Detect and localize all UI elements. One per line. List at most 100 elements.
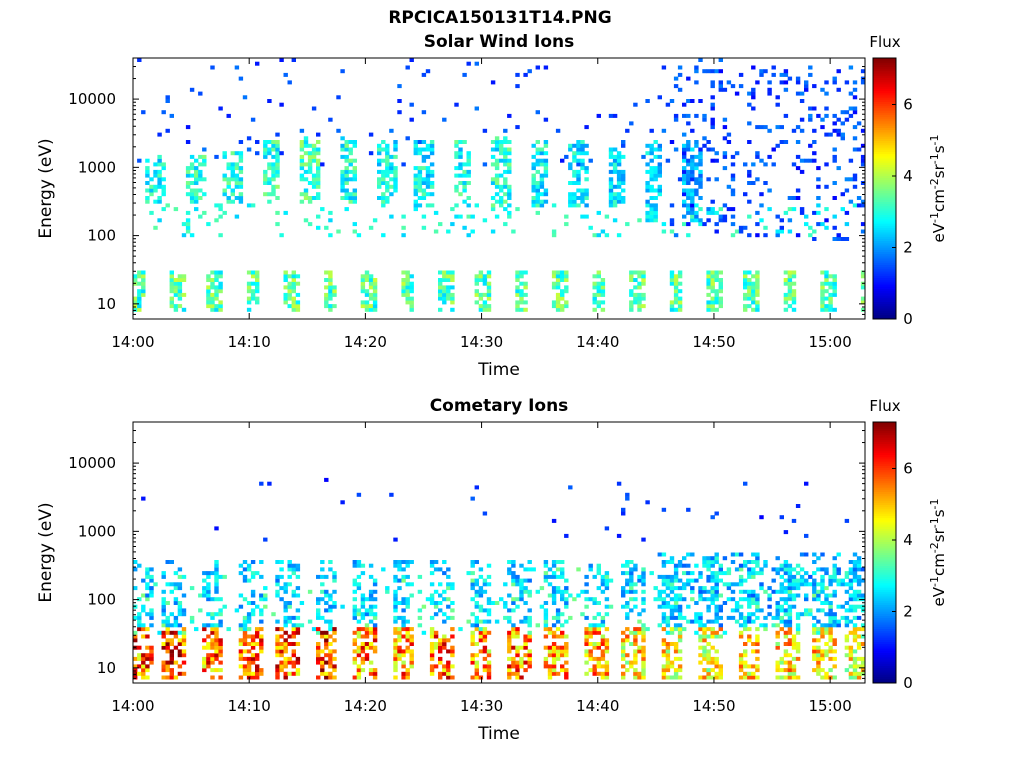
heatmap-cell [710, 274, 715, 279]
heatmap-cell [657, 162, 662, 167]
heatmap-cell [324, 630, 329, 635]
heatmap-cell [596, 627, 601, 632]
heatmap-cell [214, 627, 219, 632]
heatmap-cell [194, 181, 199, 185]
heatmap-cell [751, 87, 756, 92]
heatmap-cell [580, 199, 585, 204]
heatmap-cell [470, 586, 475, 591]
heatmap-cell [852, 80, 858, 85]
heatmap-cell [555, 645, 561, 650]
heatmap-cell [401, 664, 406, 669]
heatmap-cell [673, 645, 679, 650]
heatmap-cell [820, 552, 825, 557]
colorbar-step [873, 513, 896, 516]
heatmap-cell [405, 649, 410, 654]
heatmap-cell [560, 612, 565, 617]
heatmap-cell [478, 278, 484, 282]
heatmap-cell [649, 214, 654, 219]
heatmap-cell [381, 140, 386, 144]
heatmap-cell [352, 560, 357, 564]
heatmap-cell [307, 162, 313, 167]
heatmap-cell [511, 630, 516, 635]
heatmap-cell [141, 604, 146, 609]
heatmap-cell [706, 281, 711, 286]
heatmap-cell [242, 642, 248, 646]
heatmap-cell [787, 638, 793, 643]
heatmap-cell [157, 177, 162, 182]
heatmap-cell [462, 169, 467, 174]
heatmap-cell [738, 675, 744, 680]
heatmap-cell [413, 181, 418, 185]
heatmap-cell [673, 307, 679, 312]
colorbar-step [873, 422, 896, 425]
heatmap-cell [661, 582, 667, 587]
heatmap-cell [393, 660, 398, 665]
heatmap-cell [429, 597, 435, 602]
heatmap-cell [738, 72, 744, 77]
heatmap-cell [133, 307, 138, 312]
heatmap-cell [714, 222, 719, 227]
heatmap-cell [645, 188, 650, 193]
heatmap-cell [401, 623, 406, 628]
heatmap-cell [242, 578, 248, 583]
heatmap-cell [482, 645, 488, 650]
heatmap-cell [218, 274, 223, 279]
heatmap-cell [706, 574, 711, 579]
heatmap-cell [539, 181, 545, 185]
heatmap-cell [381, 196, 386, 200]
heatmap-cell [332, 571, 337, 576]
heatmap-cell [824, 274, 829, 279]
heatmap-cell [246, 563, 252, 568]
heatmap-cell [555, 619, 561, 624]
heatmap-cell [397, 601, 402, 605]
heatmap-cell [177, 567, 183, 572]
heatmap-cell [417, 615, 423, 620]
heatmap-cell [555, 627, 561, 632]
heatmap-cell [173, 630, 179, 635]
heatmap-cell [547, 593, 553, 598]
heatmap-cell [763, 69, 768, 74]
heatmap-cell [458, 214, 463, 219]
heatmap-cell [824, 653, 829, 658]
heatmap-cell [177, 630, 183, 635]
heatmap-cell [820, 623, 825, 628]
heatmap-cell [393, 169, 398, 174]
heatmap-cell [470, 563, 475, 568]
heatmap-cell [604, 612, 610, 617]
heatmap-cell [677, 586, 683, 591]
heatmap-cell [816, 210, 821, 215]
heatmap-cell [401, 567, 406, 572]
heatmap-cell [787, 289, 793, 294]
heatmap-cell [612, 166, 618, 171]
heatmap-cell [812, 210, 817, 215]
heatmap-cell [702, 143, 707, 148]
heatmap-cell [840, 136, 845, 141]
heatmap-cell [860, 69, 866, 74]
heatmap-cell [690, 128, 695, 133]
heatmap-cell [629, 578, 634, 583]
heatmap-cell [677, 630, 683, 635]
heatmap-cell [307, 199, 313, 204]
heatmap-cell [795, 630, 801, 635]
heatmap-cell [755, 604, 760, 609]
heatmap-cell [718, 615, 723, 620]
heatmap-cell [860, 80, 866, 85]
heatmap-cell [519, 578, 524, 583]
heatmap-cell [360, 597, 366, 602]
heatmap-cell [421, 177, 427, 182]
heatmap-cell [141, 496, 146, 501]
heatmap-cell [779, 619, 784, 624]
heatmap-cell [621, 589, 626, 594]
heatmap-cell [832, 278, 837, 282]
heatmap-cell [743, 627, 748, 632]
heatmap-cell [645, 500, 650, 505]
heatmap-cell [755, 642, 760, 646]
heatmap-cell [352, 608, 357, 613]
heatmap-cell [214, 578, 219, 583]
heatmap-cell [515, 668, 520, 673]
colorbar-step [873, 123, 896, 126]
heatmap-cell [482, 578, 488, 583]
heatmap-cell [165, 630, 170, 635]
heatmap-cell [690, 589, 695, 594]
heatmap-cell [340, 136, 345, 141]
